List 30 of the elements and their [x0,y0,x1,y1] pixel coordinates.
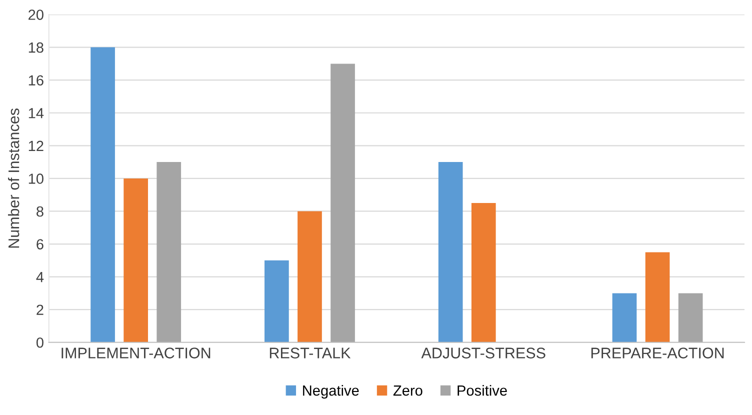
bar [471,203,496,342]
bar [612,293,637,342]
y-tick-label: 2 [36,304,44,315]
x-tick-label: PREPARE-ACTION [591,348,724,358]
bar [645,252,670,342]
bar [438,162,463,342]
y-tick-label: 0 [36,337,44,348]
y-tick-label: 18 [28,42,44,53]
legend-label: Negative [303,385,359,399]
y-tick-label: 8 [36,206,44,217]
x-tick-label: IMPLEMENT-ACTION [62,348,210,358]
y-tick-label: 16 [28,75,44,86]
y-axis-title: Number of Instances [8,108,20,248]
y-tick-label: 10 [28,174,44,184]
bar [298,211,322,342]
bar [156,162,182,342]
y-tick-label: 20 [28,10,44,20]
x-tick-label: ADJUST-STRESS [421,348,546,358]
bar [330,64,355,342]
bar [264,260,289,342]
legend-label: Zero [393,386,422,396]
legend-label: Positive [458,385,507,396]
y-tick-label: 4 [36,272,44,282]
bar [124,178,148,342]
x-tick-label: REST-TALK [270,348,351,358]
bar [678,293,703,342]
bar [90,47,115,342]
y-tick-label: 12 [28,140,44,151]
y-tick-label: 6 [36,239,44,250]
y-tick-label: 14 [28,108,44,118]
